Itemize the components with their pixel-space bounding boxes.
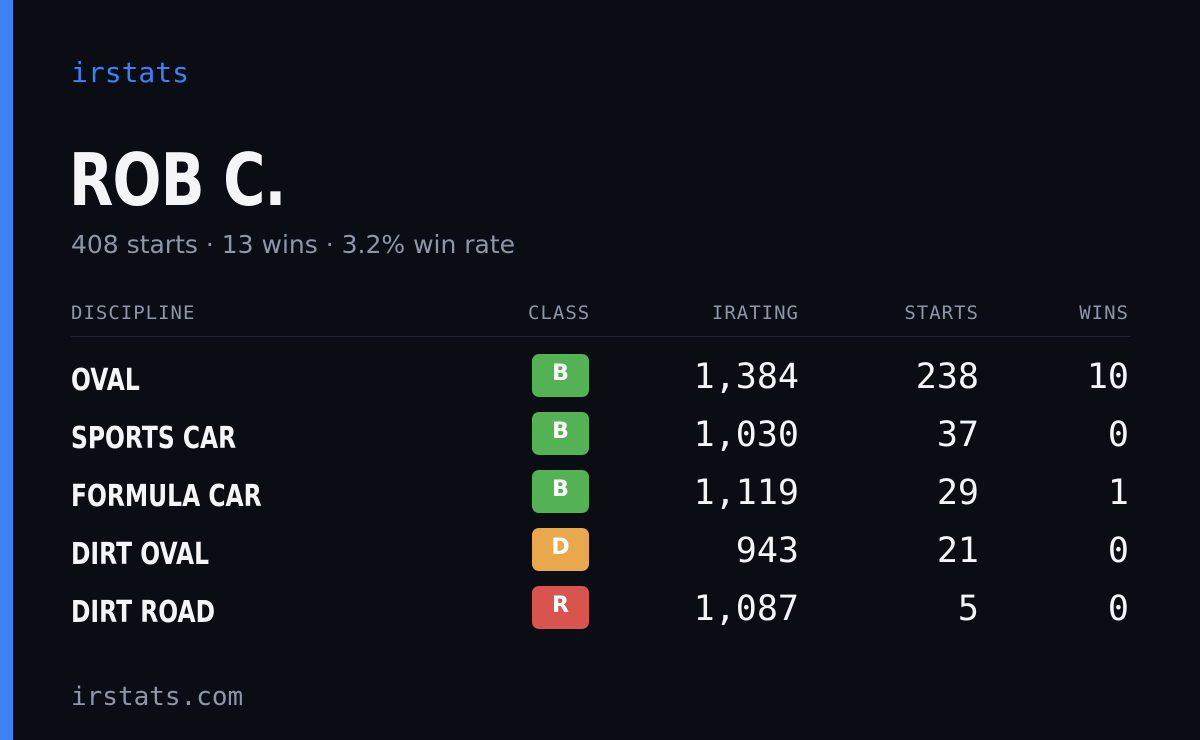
- starts-value: 5: [957, 589, 979, 629]
- discipline-name: DIRT OVAL: [71, 537, 210, 572]
- class-badge: D: [532, 528, 589, 571]
- table-header: DISCIPLINE CLASS IRATING STARTS WINS: [71, 298, 1131, 337]
- class-badge: B: [532, 354, 589, 397]
- discipline-name: FORMULA CAR: [71, 479, 262, 514]
- starts-value: 29: [936, 473, 979, 513]
- wins-value: 0: [1107, 531, 1129, 571]
- header-class: CLASS: [528, 302, 591, 324]
- starts-value: 21: [936, 531, 979, 571]
- header-discipline: DISCIPLINE: [71, 302, 196, 324]
- wins-value: 10: [1086, 357, 1129, 397]
- irating-value: 1,384: [693, 357, 799, 397]
- table-row: DIRT ROAD R 1,087 5 0: [71, 578, 1131, 636]
- driver-name: ROB C.: [69, 138, 286, 222]
- irating-value: 1,119: [693, 473, 799, 513]
- discipline-name: OVAL: [71, 363, 140, 398]
- class-badge: B: [532, 470, 589, 513]
- starts-value: 37: [936, 415, 979, 455]
- table-row: SPORTS CAR B 1,030 37 0: [71, 404, 1131, 462]
- header-irating: IRATING: [711, 302, 799, 324]
- table-body: OVAL B 1,384 238 10 SPORTS CAR B 1,030 3…: [71, 346, 1131, 636]
- irating-value: 1,030: [693, 415, 799, 455]
- wins-value: 0: [1107, 415, 1129, 455]
- footer-url[interactable]: irstats.com: [71, 682, 244, 712]
- discipline-name: SPORTS CAR: [71, 421, 237, 456]
- header-starts: STARTS: [904, 302, 979, 324]
- irating-value: 943: [735, 531, 799, 571]
- irating-value: 1,087: [693, 589, 799, 629]
- table-row: OVAL B 1,384 238 10: [71, 346, 1131, 404]
- accent-bar: [0, 0, 13, 740]
- driver-summary: 408 starts · 13 wins · 3.2% win rate: [71, 230, 516, 259]
- header-wins: WINS: [1079, 302, 1129, 324]
- wins-value: 1: [1107, 473, 1129, 513]
- class-badge: B: [532, 412, 589, 455]
- brand-logo[interactable]: irstats: [71, 56, 190, 89]
- class-badge: R: [532, 586, 589, 629]
- stats-table: DISCIPLINE CLASS IRATING STARTS WINS OVA…: [71, 298, 1131, 630]
- discipline-name: DIRT ROAD: [71, 595, 216, 630]
- wins-value: 0: [1107, 589, 1129, 629]
- starts-value: 238: [915, 357, 979, 397]
- table-row: DIRT OVAL D 943 21 0: [71, 520, 1131, 578]
- table-row: FORMULA CAR B 1,119 29 1: [71, 462, 1131, 520]
